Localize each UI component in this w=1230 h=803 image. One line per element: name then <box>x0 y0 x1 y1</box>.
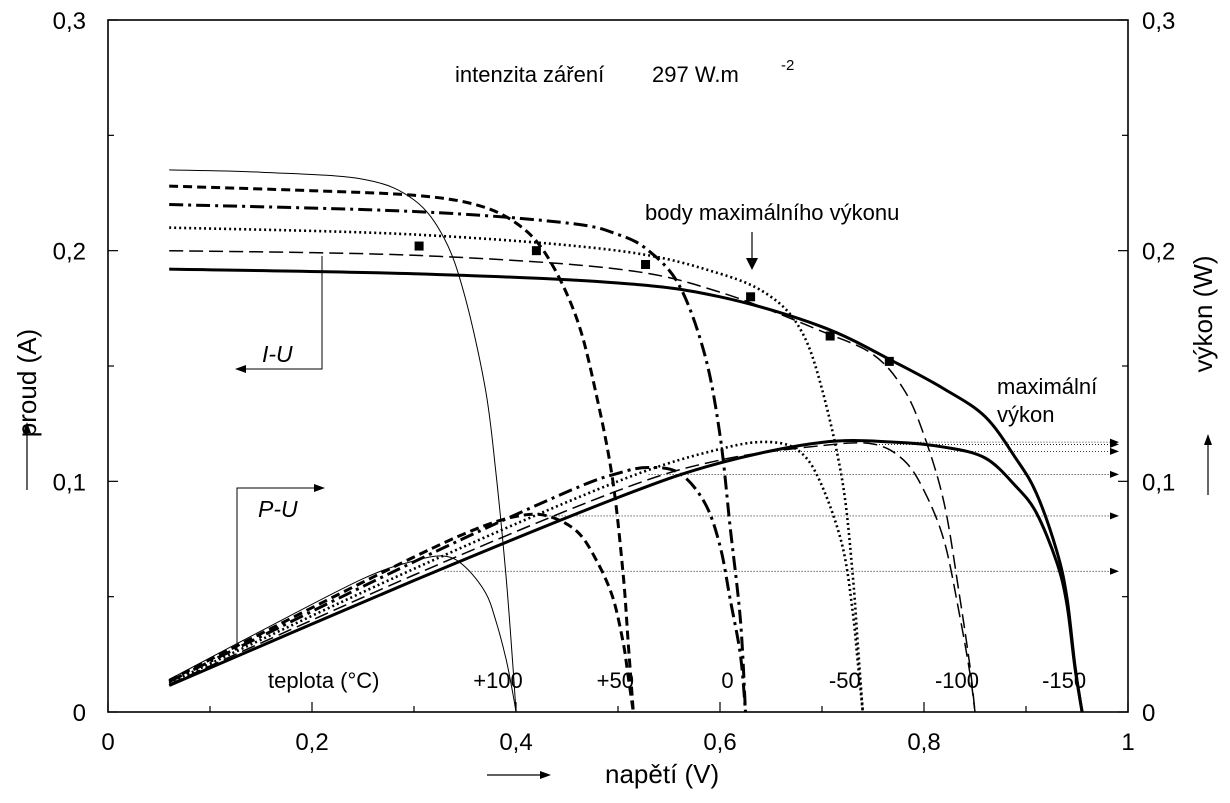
mpp-marker <box>414 241 424 251</box>
iu-arrow <box>235 256 323 373</box>
x-tick-label: 0,2 <box>295 729 328 756</box>
pmax-arrowhead <box>1110 470 1119 478</box>
iu-curve <box>169 267 1084 713</box>
mpp-arrow <box>746 232 758 270</box>
pmax-arrowhead <box>1110 567 1119 575</box>
pu-curve <box>168 439 1084 713</box>
y2-tick-label: 0,2 <box>1142 239 1175 266</box>
y-tick-label: 0 <box>73 700 86 727</box>
irradiance-label: intenzita záření <box>455 62 604 87</box>
temperature-labels: +100 +50 0 -50 -100 -150 <box>473 668 1086 693</box>
y2-tick-label: 0 <box>1142 700 1155 727</box>
series-label: +100 <box>473 668 523 693</box>
iu-label: I-U <box>262 341 293 367</box>
x-axis-arrow <box>487 771 551 779</box>
series-label: -150 <box>1042 668 1086 693</box>
mpp-markers <box>414 241 894 366</box>
x-tick-label: 1 <box>1121 729 1134 756</box>
series-label: +50 <box>597 668 634 693</box>
x-axis-title: napětí (V) <box>605 759 719 789</box>
pu-curve <box>168 512 635 713</box>
irradiance-value: 297 W.m <box>652 62 739 87</box>
y-axis-title: proud (A) <box>12 329 42 437</box>
axis-tick-labels: 0 0,2 0,4 0,6 0,8 100,10,20,300,10,20,3 <box>53 8 1176 756</box>
mpp-label: body maximálního výkonu <box>645 200 899 225</box>
x-tick-label: 0,4 <box>499 729 532 756</box>
y-tick-label: 0,3 <box>53 8 86 35</box>
x-tick-label: 0,6 <box>703 729 736 756</box>
y2-tick-label: 0,3 <box>1142 8 1175 35</box>
plot-frame <box>107 19 1129 713</box>
y2-axis-title: výkon (W) <box>1188 256 1218 373</box>
y2-tick-label: 0,1 <box>1142 469 1175 496</box>
x-tick-label: 0 <box>101 729 114 756</box>
mpp-marker <box>641 260 651 270</box>
y-axis-arrow <box>23 422 31 490</box>
pu-curve <box>168 440 865 713</box>
series-label: -100 <box>935 668 979 693</box>
iu-curve <box>169 249 976 713</box>
pu-arrow <box>236 484 325 650</box>
mpp-marker <box>746 292 756 302</box>
mpp-marker <box>531 246 541 256</box>
axis-ticks <box>107 19 1129 713</box>
y2-axis-arrow <box>1204 434 1212 495</box>
pmax-label-line2: výkon <box>997 402 1054 427</box>
mpp-marker <box>884 356 894 366</box>
series-label: -50 <box>829 668 861 693</box>
y-tick-label: 0,1 <box>53 469 86 496</box>
mpp-marker <box>825 331 835 341</box>
pmax-label-line1: maximální <box>997 374 1097 399</box>
series-label: 0 <box>721 668 733 693</box>
pu-label: P-U <box>258 496 298 522</box>
iu-curve <box>169 203 747 713</box>
irradiance-exponent: -2 <box>781 57 794 74</box>
max-power-guides <box>444 438 1119 575</box>
pmax-arrowhead <box>1110 512 1119 520</box>
y-tick-label: 0,2 <box>53 239 86 266</box>
pu-curve <box>168 441 976 713</box>
curves <box>168 169 1084 713</box>
pu-curve <box>168 465 747 713</box>
temperature-label: teplota (°C) <box>268 668 380 693</box>
pmax-arrowhead <box>1110 438 1119 446</box>
iu-curve <box>169 184 635 713</box>
pmax-arrowhead <box>1110 447 1119 455</box>
iu-curve <box>169 169 517 713</box>
x-tick-label: 0,8 <box>907 729 940 756</box>
